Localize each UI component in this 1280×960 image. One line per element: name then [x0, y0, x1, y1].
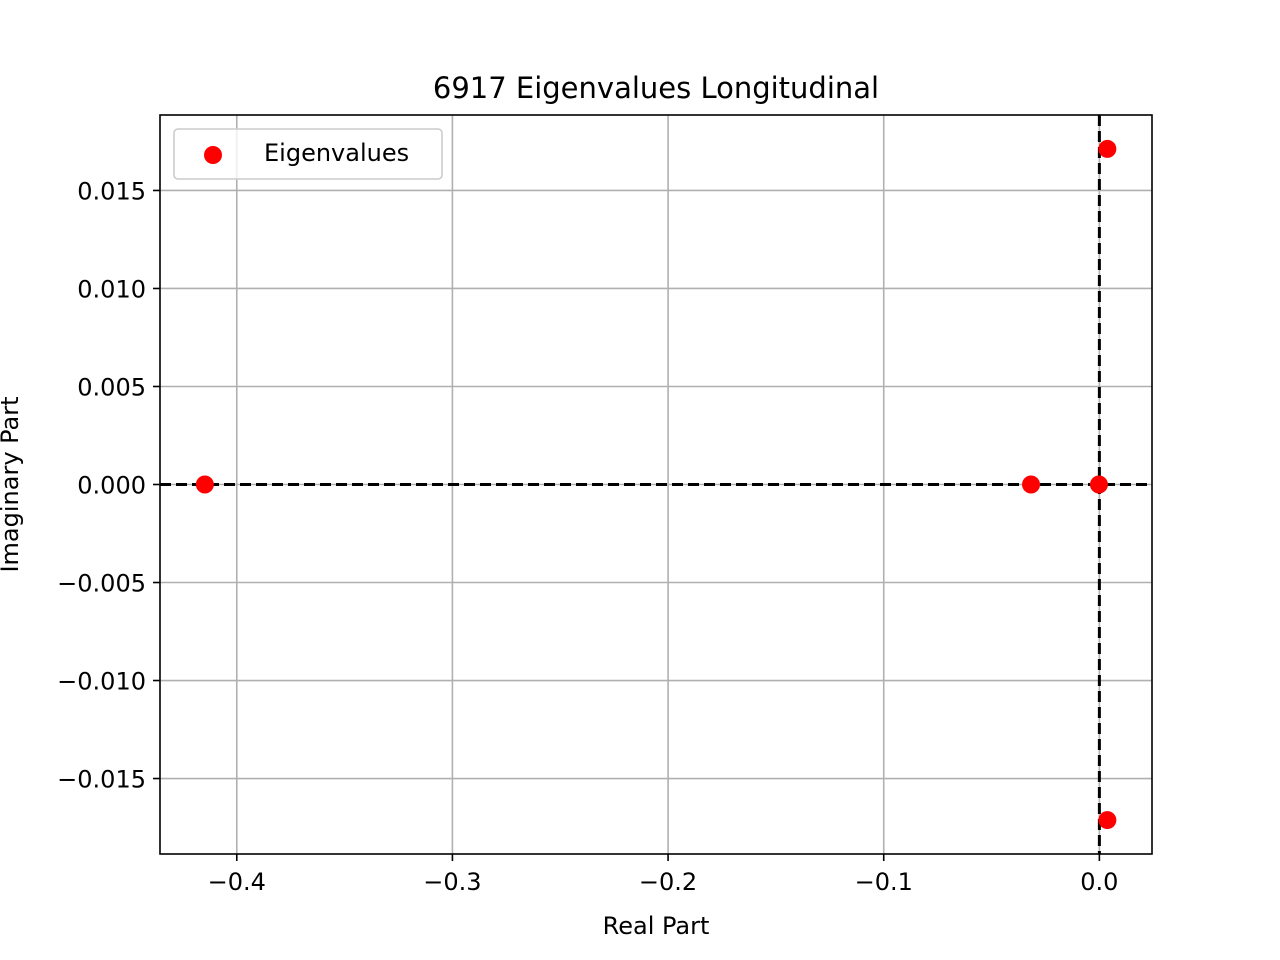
y-tick-label: 0.000 [77, 472, 146, 500]
legend-label: Eigenvalues [264, 139, 409, 167]
eigenvalue-point [1098, 811, 1117, 830]
legend-marker [204, 146, 222, 164]
y-tick-label: 0.005 [77, 373, 146, 401]
chart-title: 6917 Eigenvalues Longitudinal [433, 71, 879, 105]
y-axis-ticks: 0.015 0.010 0.005 0.000 −0.005 −0.010 −0.015 [57, 177, 160, 794]
eigenvalue-point [1022, 475, 1041, 494]
y-tick-label: −0.010 [57, 668, 146, 696]
y-axis-label: Imaginary Part [0, 396, 24, 572]
x-tick-label: 0.0 [1080, 868, 1118, 896]
scatter-points [195, 139, 1117, 830]
eigenvalue-point [195, 475, 214, 494]
x-tick-label: −0.4 [208, 868, 266, 896]
legend-box [173, 128, 443, 180]
x-tick-label: −0.2 [639, 868, 697, 896]
x-tick-label: −0.3 [423, 868, 481, 896]
y-tick-label: −0.005 [57, 570, 146, 598]
eigenvalue-point [1098, 139, 1117, 158]
x-axis-label: Real Part [603, 912, 710, 940]
y-tick-label: 0.015 [77, 177, 146, 205]
x-tick-label: −0.1 [855, 868, 913, 896]
eigenvalue-point [1089, 475, 1108, 494]
y-tick-label: −0.015 [57, 766, 146, 794]
y-tick-label: 0.010 [77, 275, 146, 303]
x-axis-ticks: −0.4 −0.3 −0.2 −0.1 0.0 [208, 854, 1118, 896]
legend: Eigenvalues [173, 128, 443, 180]
